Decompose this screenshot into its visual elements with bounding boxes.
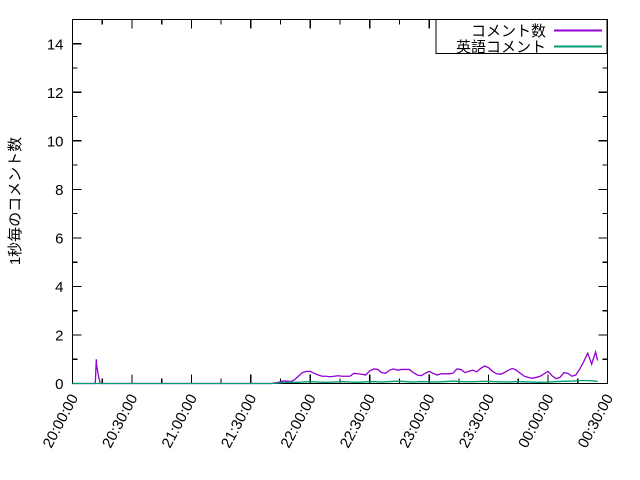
y-tick-label: 10: [47, 133, 64, 150]
y-axis-ticks: 0 2 4 6 8 10 12 14: [47, 18, 608, 393]
x-tick-label: 20:30:00: [99, 391, 141, 451]
series-line-2: [72, 379, 598, 385]
y-axis-label-text: 1秒毎のコメント数: [7, 137, 24, 265]
x-axis-ticks: 20:00:00 20:30:00 21:00:00 21:30:00 22:00:00…: [40, 19, 617, 451]
y-tick-label: 12: [47, 85, 64, 102]
x-tick-label: 22:30:00: [337, 391, 379, 451]
y-tick-label: 4: [55, 279, 63, 296]
legend-box: [435, 18, 608, 55]
series-group: [72, 349, 599, 385]
x-tick-label: 00:00:00: [515, 391, 557, 451]
x-tick-label: 20:00:00: [40, 391, 82, 451]
legend-label-2: 英語コメント: [456, 38, 546, 56]
y-tick-label: 8: [55, 182, 63, 199]
x-tick-label: 22:00:00: [277, 391, 319, 451]
y-tick-label: 0: [55, 376, 63, 393]
y-axis-label: 1秒毎のコメント数: [7, 137, 24, 265]
plot-frame: [71, 18, 609, 385]
y-tick-label: 14: [47, 36, 64, 53]
series-line-1: [72, 349, 599, 385]
legend-label-1: コメント数: [471, 23, 546, 40]
x-tick-label: 23:30:00: [456, 391, 498, 451]
x-tick-label: 21:00:00: [158, 391, 200, 451]
y-tick-label: 6: [55, 230, 63, 247]
x-tick-label: 00:30:00: [575, 391, 617, 451]
x-tick-label: 23:00:00: [396, 391, 438, 451]
x-tick-label: 21:30:00: [218, 391, 260, 451]
plot-border: [71, 18, 609, 385]
y-tick-label: 2: [55, 327, 63, 344]
